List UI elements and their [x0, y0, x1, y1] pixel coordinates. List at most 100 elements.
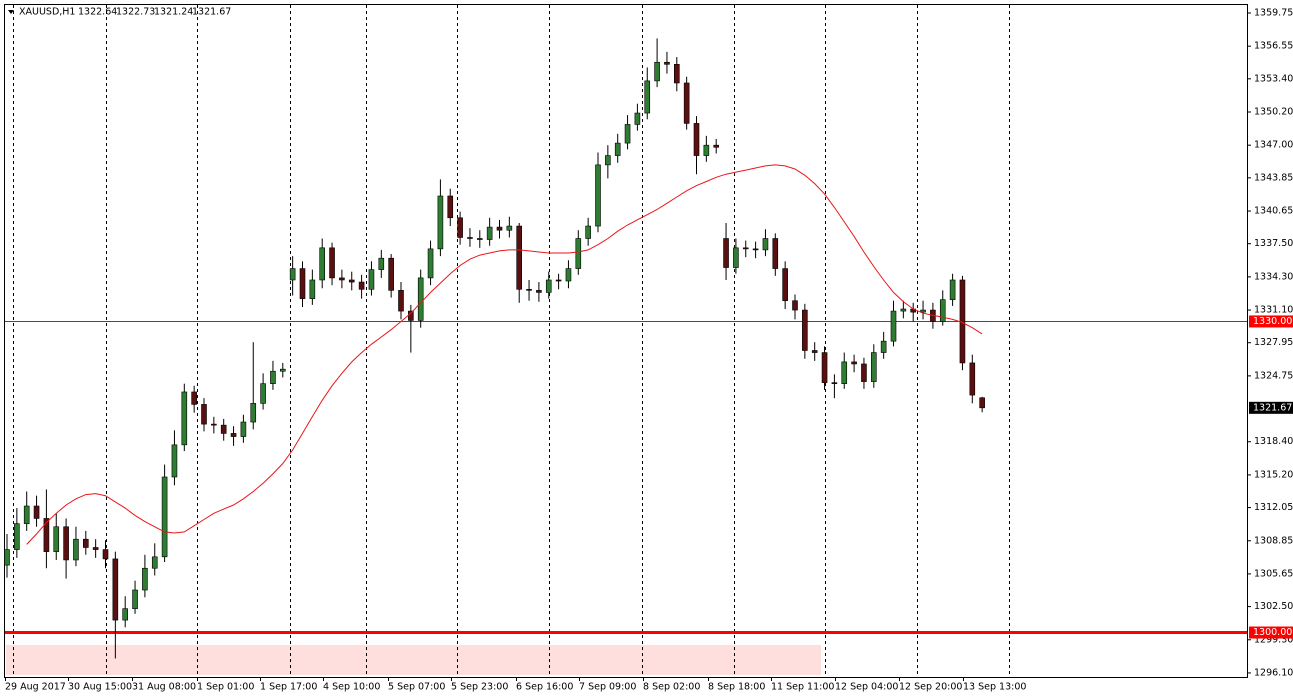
- x-tick-label: 8 Sep 02:00: [643, 682, 700, 693]
- candle-body: [122, 608, 128, 621]
- candle-body: [536, 290, 542, 293]
- candle-body: [417, 277, 424, 321]
- candle-body: [250, 403, 257, 423]
- x-tick-label: 29 Aug 2017: [5, 682, 66, 693]
- candle-body: [526, 289, 532, 291]
- candle-body: [447, 195, 454, 219]
- y-tick-label: 1356.55: [1254, 41, 1293, 52]
- y-tick-label: 1337.50: [1254, 238, 1293, 249]
- menu-arrow: [8, 10, 14, 14]
- x-tick-label: 6 Sep 16:00: [516, 682, 573, 693]
- candle-body: [457, 217, 463, 238]
- candle-body: [92, 547, 99, 550]
- candle-body: [614, 142, 621, 156]
- candle-body: [742, 247, 749, 250]
- candle-body: [260, 383, 266, 404]
- header-close: 1321.67: [192, 7, 231, 18]
- y-tick-label: 1334.30: [1254, 271, 1293, 282]
- candle-body: [880, 340, 887, 353]
- y-tick-label: 1315.20: [1254, 469, 1293, 480]
- candle-body: [211, 423, 217, 426]
- x-tick-label: 5 Sep 07:00: [388, 682, 445, 693]
- candle-body: [979, 397, 985, 409]
- y-tick-label: 1312.05: [1254, 502, 1293, 513]
- candle-body: [201, 404, 207, 425]
- candle-body: [33, 505, 40, 519]
- candle-body: [703, 144, 710, 156]
- x-tick-label: 31 Aug 08:00: [132, 682, 196, 693]
- x-tick-label: 7 Sep 09:00: [579, 682, 636, 693]
- y-tick-label: 1353.40: [1254, 73, 1293, 84]
- level-label: 1300.00: [1253, 627, 1292, 638]
- candle-body: [713, 144, 720, 148]
- x-tick-label: 12 Sep 20:00: [899, 682, 962, 693]
- level-label-box: [1249, 626, 1293, 639]
- candle-body: [427, 248, 434, 279]
- candle-body: [270, 370, 276, 384]
- candle-body: [802, 309, 808, 351]
- candle-body: [506, 225, 513, 231]
- candle-body: [831, 382, 838, 384]
- candle-body: [181, 391, 188, 446]
- candle-body: [752, 248, 759, 251]
- candle-body: [890, 310, 897, 342]
- candle-body: [634, 112, 641, 125]
- candle-body: [53, 526, 60, 552]
- candle-body: [43, 518, 50, 552]
- price-label: 1321.67: [1253, 402, 1292, 413]
- candle-body: [279, 368, 286, 372]
- candle-body: [516, 225, 523, 290]
- candle-body: [595, 164, 601, 227]
- candle-body: [309, 279, 316, 299]
- candle-body: [102, 549, 109, 560]
- candle-body: [112, 558, 119, 621]
- level-label: 1330.00: [1253, 316, 1292, 327]
- header-open: 1322.64: [78, 7, 117, 18]
- x-tick-label: 13 Sep 13:00: [963, 682, 1026, 693]
- candle-body: [348, 279, 355, 283]
- candle-body: [132, 589, 138, 609]
- y-tick-label: 1359.75: [1254, 7, 1293, 18]
- candle-body: [220, 424, 227, 434]
- candle-body: [289, 268, 296, 281]
- candle-body: [565, 268, 572, 282]
- candle-body: [319, 247, 326, 281]
- candle-body: [555, 279, 562, 282]
- candle-body: [142, 567, 148, 591]
- y-tick-label: 1318.40: [1254, 436, 1293, 447]
- candle-body: [841, 361, 848, 384]
- candle-body: [14, 523, 20, 550]
- candle-body: [240, 421, 247, 437]
- header: XAUUSD,H1 1322.64 1322.73 1321.24 1321.6…: [8, 7, 231, 18]
- candle-body: [23, 505, 30, 524]
- candle-body: [624, 124, 631, 144]
- candle-body: [171, 444, 178, 478]
- y-tick-label: 1308.85: [1254, 535, 1293, 546]
- candle-body: [496, 226, 503, 231]
- candle-body: [83, 538, 89, 548]
- candle-body: [870, 352, 877, 382]
- header-high: 1322.73: [116, 7, 155, 18]
- candle-body: [585, 225, 591, 239]
- candle-body: [378, 257, 385, 270]
- candle-body: [329, 247, 335, 279]
- candle-body: [900, 308, 907, 312]
- candle-body: [476, 238, 483, 240]
- y-tick-label: 1331.10: [1254, 305, 1293, 316]
- candle-body: [605, 155, 611, 166]
- candle-body: [358, 281, 365, 290]
- y-tick-label: 1296.10: [1254, 667, 1293, 678]
- candle-body: [723, 238, 729, 268]
- y-tick-label: 1299.30: [1254, 634, 1293, 645]
- candle-body: [939, 299, 946, 322]
- candle-body: [299, 268, 306, 299]
- candle-body: [368, 269, 375, 290]
- candle-body: [63, 526, 69, 561]
- support-zone: [6, 644, 821, 676]
- candle-body: [920, 309, 926, 313]
- y-tick-label: 1327.95: [1254, 337, 1293, 348]
- candle-body: [861, 363, 867, 382]
- x-tick-label: 1 Sep 17:00: [260, 682, 317, 693]
- candle-body: [772, 238, 779, 269]
- candle-body: [654, 61, 660, 82]
